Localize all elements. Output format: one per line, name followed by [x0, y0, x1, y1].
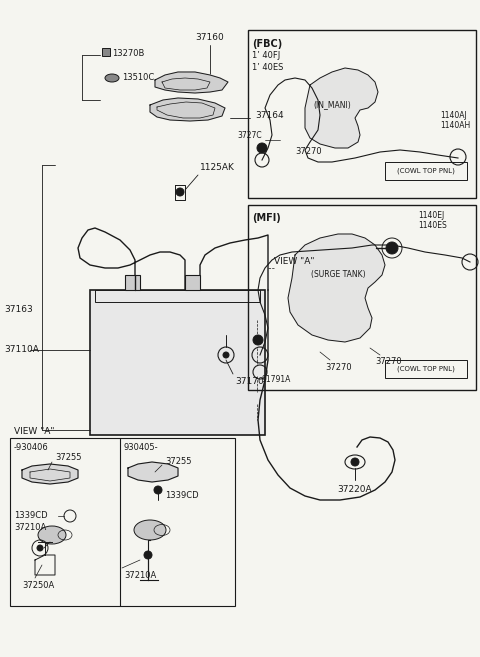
Text: (MFI): (MFI) [252, 213, 281, 223]
Bar [385, 162, 467, 180]
Polygon shape [155, 72, 228, 93]
Circle shape [176, 188, 184, 196]
Text: VIEW "A": VIEW "A" [274, 258, 314, 267]
Circle shape [257, 143, 267, 153]
Text: 37270: 37270 [295, 148, 322, 156]
Text: 13510C: 13510C [122, 74, 154, 83]
Bar [385, 360, 467, 378]
Text: 37210A: 37210A [124, 570, 156, 579]
Text: 1140AH: 1140AH [440, 120, 470, 129]
Polygon shape [288, 234, 385, 342]
Circle shape [223, 352, 229, 358]
Text: (IN_MANI): (IN_MANI) [313, 101, 351, 110]
Text: (COWL TOP PNL): (COWL TOP PNL) [397, 168, 455, 174]
Text: -930406: -930406 [14, 443, 49, 453]
Text: 1339CD: 1339CD [165, 491, 199, 499]
Bar [125, 275, 140, 290]
Bar [248, 205, 476, 390]
Text: 37270: 37270 [375, 357, 402, 367]
Text: (FBC): (FBC) [252, 39, 282, 49]
Text: 1’ 40FJ: 1’ 40FJ [252, 51, 280, 60]
Text: 3727C: 3727C [238, 131, 262, 139]
Ellipse shape [134, 520, 166, 540]
Text: (COWL TOP PNL): (COWL TOP PNL) [397, 366, 455, 373]
Text: 37170: 37170 [235, 378, 264, 386]
Text: 13270B: 13270B [112, 49, 144, 58]
Circle shape [37, 545, 43, 551]
Text: 91791A: 91791A [262, 376, 291, 384]
Circle shape [154, 486, 162, 494]
Text: 930405-: 930405- [124, 443, 158, 453]
Text: 37250A: 37250A [22, 581, 54, 589]
Bar [248, 30, 476, 198]
Bar [185, 275, 200, 290]
Circle shape [351, 458, 359, 466]
Text: 37270: 37270 [325, 363, 352, 373]
Text: 37163: 37163 [4, 306, 33, 315]
Text: 37110A: 37110A [4, 346, 39, 355]
Bar [95, 290, 260, 302]
Text: 1’ 40ES: 1’ 40ES [252, 64, 283, 72]
Text: (SURGE TANK): (SURGE TANK) [311, 271, 365, 279]
Ellipse shape [38, 526, 66, 544]
Text: 37164: 37164 [255, 110, 284, 120]
Polygon shape [22, 464, 78, 484]
Polygon shape [305, 68, 378, 148]
Text: 37210A: 37210A [14, 524, 46, 533]
Bar [10, 438, 235, 606]
Ellipse shape [105, 74, 119, 82]
Circle shape [386, 242, 398, 254]
Text: 37220A: 37220A [338, 486, 372, 495]
Text: 1140EJ: 1140EJ [418, 210, 444, 219]
Circle shape [253, 335, 263, 345]
Text: 1125AK: 1125AK [200, 164, 235, 173]
Text: 37255: 37255 [165, 457, 192, 466]
Circle shape [144, 551, 152, 559]
Text: 1140AJ: 1140AJ [440, 110, 467, 120]
Polygon shape [150, 98, 225, 121]
Text: 37255: 37255 [55, 453, 82, 463]
Bar [90, 290, 265, 435]
Text: VIEW "A": VIEW "A" [14, 428, 55, 436]
Bar [102, 48, 110, 56]
Text: 1339CD: 1339CD [14, 512, 48, 520]
Polygon shape [128, 462, 178, 482]
Text: 1140ES: 1140ES [418, 221, 447, 229]
Text: 37160: 37160 [195, 34, 224, 43]
